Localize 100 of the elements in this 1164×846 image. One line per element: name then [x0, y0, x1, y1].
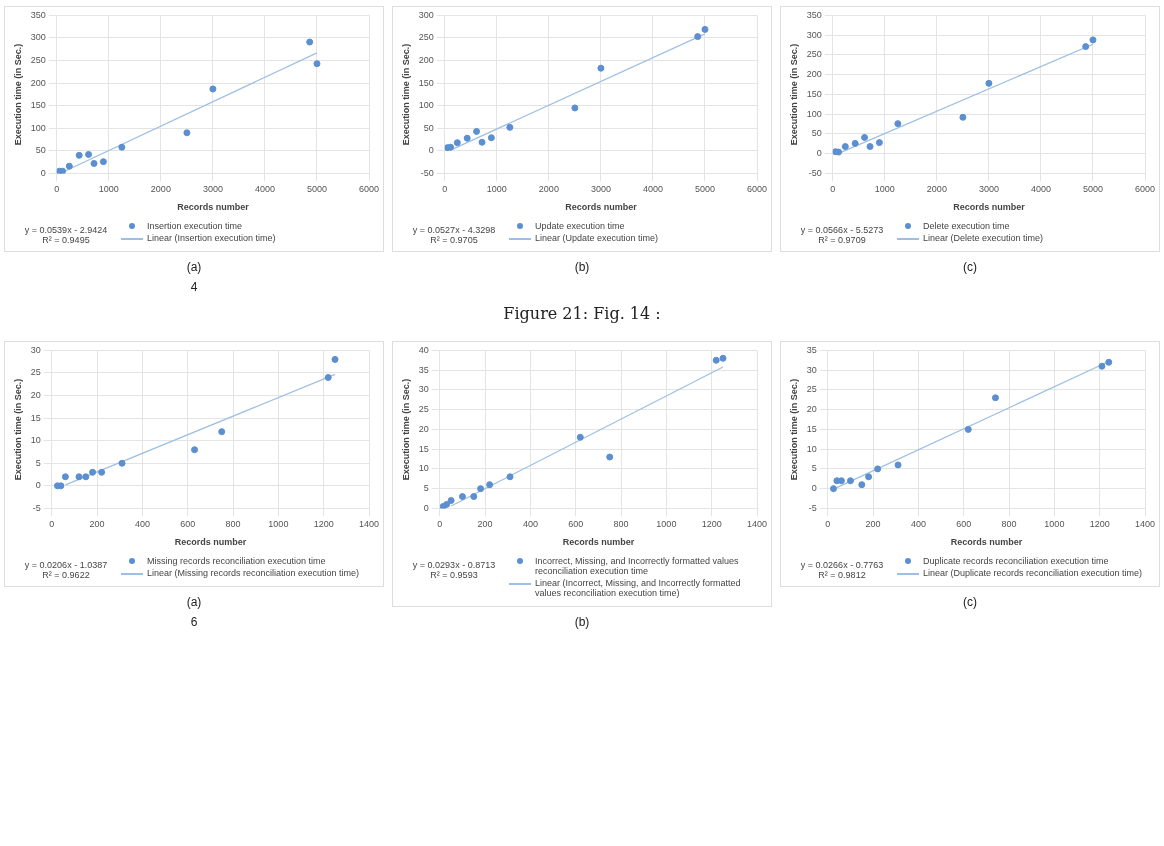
text: y = 0.0293x - 0.8713 — [411, 560, 497, 570]
y-axis-title: Execution time (in Sec.) — [788, 43, 799, 146]
y-tick-label: 15 — [30, 412, 41, 423]
legend-label: Duplicate records reconciliation execution time — [923, 556, 1109, 566]
y-axis-title: Execution time (in Sec.) — [12, 43, 23, 146]
x-tick-label: 6000 — [746, 184, 768, 195]
text: R² = 0.9593 — [429, 570, 479, 580]
x-tick-label: 200 — [865, 519, 881, 530]
y-tick-label: 250 — [418, 32, 434, 43]
y-tick-label: 0 — [40, 167, 46, 178]
x-tick-label: 5000 — [1082, 184, 1103, 195]
y-tick-label: 100 — [418, 100, 434, 111]
text: R² = 0.9812 — [817, 570, 867, 580]
x-tick-label: 400 — [522, 519, 538, 530]
x-tick-label: 5000 — [694, 184, 715, 195]
text: (c) — [962, 595, 978, 609]
y-tick-label: 30 — [30, 344, 41, 355]
x-tick-label: 0 — [830, 184, 836, 195]
x-tick-label: 1000 — [656, 519, 677, 530]
x-tick-label: 3000 — [590, 184, 611, 195]
y-tick-label: 100 — [806, 108, 822, 119]
x-tick-label: 200 — [89, 519, 105, 530]
y-tick-label: 25 — [30, 367, 41, 378]
x-tick-label: 600 — [180, 519, 196, 530]
x-tick-label: 1200 — [1089, 519, 1110, 530]
text: R² = 0.9705 — [429, 235, 479, 245]
y-tick-label: 50 — [423, 122, 434, 133]
text: (b) — [573, 615, 591, 629]
x-tick-label: 1200 — [313, 519, 334, 530]
y-tick-label: 50 — [35, 145, 46, 156]
y-tick-label: 20 — [30, 390, 41, 401]
y-tick-label: 5 — [423, 483, 429, 494]
x-tick-label: 0 — [49, 519, 55, 530]
text: (a) — [185, 595, 203, 609]
y-tick-label: -5 — [32, 502, 41, 513]
x-tick-label: 3000 — [202, 184, 223, 195]
y-tick-label: -50 — [808, 167, 822, 178]
x-tick-label: 400 — [134, 519, 150, 530]
x-axis-title: Records number — [953, 202, 1026, 213]
text: y = 0.0566x - 5.5273 — [799, 225, 885, 235]
x-tick-label: 0 — [442, 184, 448, 195]
text: 6 — [189, 615, 199, 629]
y-axis-title: Execution time (in Sec.) — [400, 43, 411, 146]
x-tick-label: 1000 — [268, 519, 289, 530]
x-tick-label: 4000 — [642, 184, 663, 195]
x-tick-label: 5000 — [306, 184, 327, 195]
y-axis-title: Execution time (in Sec.) — [400, 378, 411, 481]
x-axis-title: Records number — [950, 537, 1023, 548]
text: (b) — [573, 260, 591, 274]
x-tick-label: 1400 — [1134, 519, 1156, 530]
y-tick-label: 10 — [418, 463, 429, 474]
y-tick-label: 40 — [418, 344, 429, 355]
x-tick-label: 800 — [1001, 519, 1017, 530]
y-tick-label: 150 — [30, 100, 46, 111]
y-tick-label: 300 — [806, 29, 822, 40]
y-tick-label: 15 — [418, 443, 429, 454]
y-tick-label: 0 — [428, 145, 434, 156]
y-tick-label: -5 — [808, 502, 817, 513]
y-tick-label: 300 — [418, 9, 434, 20]
x-tick-label: 2000 — [926, 184, 947, 195]
y-tick-label: 250 — [30, 55, 46, 66]
y-tick-label: 0 — [816, 148, 822, 159]
x-tick-label: 0 — [825, 519, 831, 530]
x-tick-label: 1200 — [701, 519, 722, 530]
x-tick-label: 1000 — [1044, 519, 1065, 530]
x-axis-title: Records number — [565, 202, 638, 213]
legend-label: Insertion execution time — [147, 221, 243, 231]
x-tick-label: 200 — [477, 519, 493, 530]
y-tick-label: 250 — [806, 49, 822, 60]
y-tick-label: 10 — [30, 435, 41, 446]
x-tick-label: 0 — [437, 519, 443, 530]
x-tick-label: 4000 — [254, 184, 275, 195]
legend-label: Linear (Duplicate records reconciliation execution time) — [923, 568, 1143, 578]
legend-label: Linear (Incorrect, Missing, and Incorrectly formatted values reconciliation execution time) — [535, 578, 742, 598]
legend-label: Linear (Missing records reconciliation execution time) — [147, 568, 360, 578]
y-tick-label: 300 — [30, 32, 46, 43]
legend-label: Incorrect, Missing, and Incorrectly formatted values reconciliation execution time — [535, 556, 740, 576]
y-tick-label: 10 — [806, 443, 817, 454]
text: y = 0.0266x - 0.7763 — [799, 560, 885, 570]
x-tick-label: 600 — [568, 519, 584, 530]
y-tick-label: 150 — [806, 88, 822, 99]
y-tick-label: 50 — [811, 128, 822, 139]
text: R² = 0.9495 — [41, 235, 91, 245]
x-tick-label: 800 — [613, 519, 629, 530]
y-axis-title: Execution time (in Sec.) — [788, 378, 799, 481]
x-tick-label: 0 — [54, 184, 60, 195]
y-tick-label: 30 — [418, 384, 429, 395]
y-tick-label: 200 — [806, 69, 822, 80]
y-tick-label: 350 — [806, 9, 822, 20]
y-tick-label: 20 — [806, 404, 817, 415]
y-tick-label: -50 — [420, 167, 434, 178]
x-tick-label: 2000 — [150, 184, 171, 195]
legend-label: Linear (Delete execution time) — [923, 233, 1044, 243]
y-tick-label: 200 — [30, 77, 46, 88]
legend-label: Delete execution time — [923, 221, 1010, 231]
x-tick-label: 1400 — [746, 519, 768, 530]
x-tick-label: 800 — [225, 519, 241, 530]
text: (c) — [962, 260, 978, 274]
text: y = 0.0206x - 1.0387 — [23, 560, 109, 570]
x-tick-label: 3000 — [978, 184, 999, 195]
